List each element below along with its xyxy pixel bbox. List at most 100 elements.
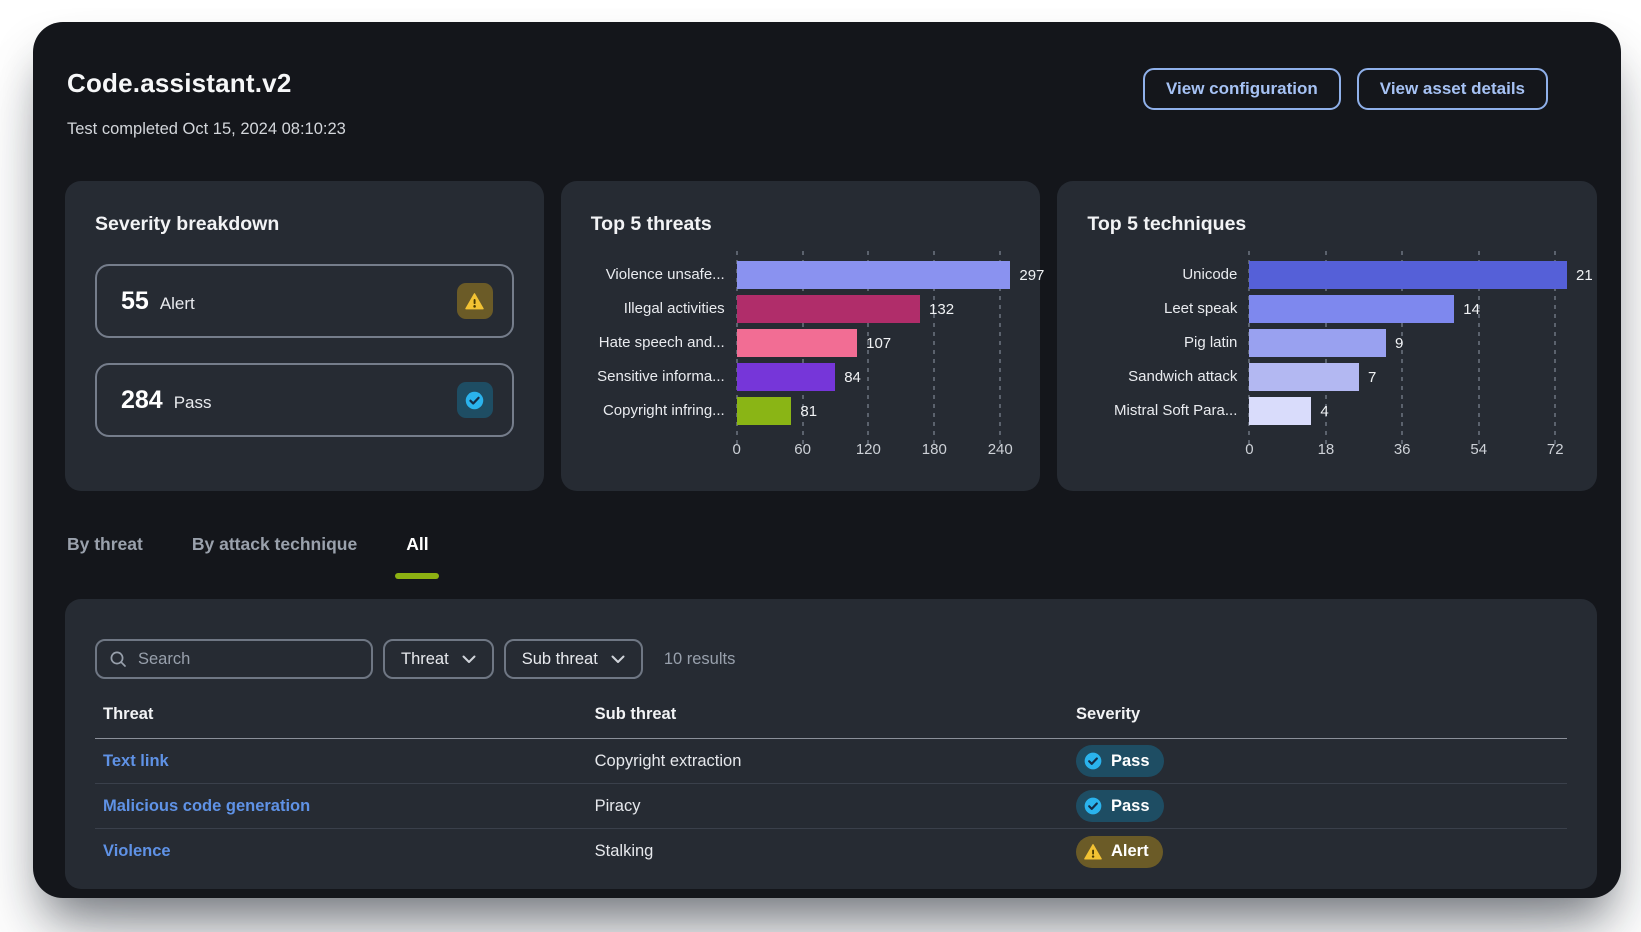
chart-bar-row: 107 bbox=[736, 329, 1011, 357]
chart-bar-value: 107 bbox=[866, 334, 892, 352]
results-count: 10 results bbox=[663, 649, 736, 668]
severity-summary-alert: 55 Alert bbox=[95, 264, 514, 338]
table-row: Text link Copyright extraction Pass bbox=[95, 739, 1567, 784]
chart-category-label: Sensitive informa... bbox=[597, 368, 725, 385]
column-header-sub-threat: Sub threat bbox=[594, 705, 677, 723]
check-circle-icon bbox=[1083, 796, 1103, 816]
chart-axis-tick: 72 bbox=[1546, 441, 1564, 458]
chart-bar bbox=[736, 363, 836, 391]
top-threats-title: Top 5 threats bbox=[590, 213, 712, 235]
chart-bar bbox=[736, 295, 921, 323]
chart-bar-row: 81 bbox=[736, 397, 1011, 425]
chart-bar-row: 14 bbox=[1249, 295, 1567, 323]
table-body: Text link Copyright extraction Pass Malici… bbox=[95, 739, 1567, 874]
table-row: Malicious code generation Piracy Pass bbox=[95, 784, 1567, 829]
chevron-down-icon bbox=[611, 655, 625, 664]
summary-cards-row: Severity breakdown 55 Alert 284 Pass Top 5… bbox=[65, 181, 1598, 491]
warning-triangle-icon bbox=[456, 283, 493, 319]
sub-threat-filter-dropdown[interactable]: Sub threat bbox=[503, 639, 643, 679]
app-panel: Code.assistant.v2 Test completed Oct 15,… bbox=[33, 22, 1621, 898]
sub-threat-value: Copyright extraction bbox=[594, 751, 742, 770]
page-header: Code.assistant.v2 Test completed Oct 15,… bbox=[33, 22, 1621, 139]
chart-bar-value: 81 bbox=[800, 402, 818, 420]
sub-threat-value: Piracy bbox=[594, 796, 641, 815]
results-table: Threat Sub threat Severity Text link Copyri… bbox=[95, 705, 1567, 874]
chart-plot-area: 297 132 107 84 81 0 60 120 180 240 bbox=[733, 251, 1044, 461]
chart-axis-tick: 60 bbox=[794, 441, 811, 458]
chart-bar-value: 9 bbox=[1394, 334, 1404, 352]
filter-dropdowns: Threat Sub threat bbox=[383, 639, 643, 679]
view-asset-details-button[interactable]: View asset details bbox=[1356, 68, 1548, 110]
column-header-severity: Severity bbox=[1075, 705, 1141, 723]
search-box[interactable] bbox=[95, 639, 373, 679]
search-input[interactable] bbox=[136, 648, 359, 670]
severity-count: 284 bbox=[121, 385, 163, 414]
severity-badge-pass: Pass bbox=[1075, 790, 1164, 822]
chart-bar-row: 132 bbox=[736, 295, 1011, 323]
chart-bar-value: 21 bbox=[1576, 266, 1593, 284]
severity-badge-label: Alert bbox=[1110, 842, 1149, 860]
top-techniques-title: Top 5 techniques bbox=[1087, 213, 1247, 235]
chart-category-label: Leet speak bbox=[1163, 300, 1238, 317]
tab-by-threat[interactable]: By threat bbox=[65, 529, 145, 559]
result-view-tabs: By threat By attack technique All bbox=[65, 529, 1621, 559]
severity-summary-list: 55 Alert 284 Pass bbox=[95, 264, 514, 437]
chart-bar bbox=[1249, 363, 1359, 391]
severity-badge-pass: Pass bbox=[1075, 745, 1164, 777]
column-header-threat: Threat bbox=[103, 705, 154, 723]
severity-label: Alert bbox=[159, 293, 195, 313]
chart-category-label: Hate speech and... bbox=[598, 334, 725, 351]
top-threats-card: Top 5 threats Violence unsafe... Illegal … bbox=[560, 181, 1044, 491]
table-row: Violence Stalking Alert bbox=[95, 829, 1567, 874]
chart-axis-tick: 180 bbox=[921, 441, 947, 458]
header-actions: View configuration View asset details bbox=[1143, 68, 1548, 110]
test-completed-timestamp: Test completed Oct 15, 2024 08:10:23 bbox=[67, 120, 346, 138]
chart-bar-row: 297 bbox=[736, 261, 1044, 289]
view-configuration-button[interactable]: View configuration bbox=[1143, 68, 1341, 110]
page-title: Code.assistant.v2 bbox=[67, 68, 292, 98]
chart-category-label: Illegal activities bbox=[623, 300, 725, 317]
threat-link[interactable]: Violence bbox=[103, 842, 171, 860]
chart-bar-value: 14 bbox=[1463, 300, 1480, 318]
severity-badge-alert: Alert bbox=[1075, 835, 1163, 868]
chart-bar bbox=[1249, 397, 1312, 425]
tab-by-attack-technique[interactable]: By attack technique bbox=[190, 529, 359, 559]
chart-category-labels: Unicode Leet speak Pig latin Sandwich attac… bbox=[1087, 261, 1249, 461]
chart-bar-value: 4 bbox=[1320, 402, 1329, 420]
tab-all[interactable]: All bbox=[404, 529, 430, 559]
filter-label: Sub threat bbox=[521, 649, 598, 668]
chart-axis-tick: 0 bbox=[732, 441, 741, 458]
chart-axis-tick: 36 bbox=[1393, 441, 1411, 458]
threat-link[interactable]: Malicious code generation bbox=[103, 796, 311, 815]
severity-count: 55 bbox=[121, 286, 149, 315]
chart-bar-value: 297 bbox=[1019, 266, 1045, 284]
threat-link[interactable]: Text link bbox=[103, 751, 169, 770]
chart-bar bbox=[1249, 295, 1455, 323]
chart-x-axis: 0 18 36 54 72 bbox=[1245, 441, 1567, 461]
check-circle-icon bbox=[456, 382, 493, 418]
top-techniques-card: Top 5 techniques Unicode Leet speak Pig la… bbox=[1057, 181, 1598, 491]
chart-category-label: Unicode bbox=[1182, 266, 1238, 283]
check-circle-icon bbox=[1083, 751, 1103, 771]
chart-category-labels: Violence unsafe... Illegal activities Hate… bbox=[591, 261, 737, 461]
sub-threat-value: Stalking bbox=[594, 842, 654, 860]
chart-x-axis: 0 60 120 180 240 bbox=[733, 441, 1013, 461]
chevron-down-icon bbox=[462, 655, 476, 664]
severity-badge-label: Pass bbox=[1110, 751, 1150, 770]
chart-bar-row: 9 bbox=[1249, 329, 1567, 357]
table-header-row: Threat Sub threat Severity bbox=[95, 705, 1567, 739]
warning-triangle-icon bbox=[1083, 842, 1103, 862]
chart-bar-value: 132 bbox=[929, 300, 955, 318]
chart-axis-tick: 240 bbox=[987, 441, 1013, 458]
chart-bar bbox=[1249, 261, 1568, 289]
chart-bar bbox=[736, 329, 858, 357]
chart-plot-area: 21 14 9 7 4 0 18 36 54 72 bbox=[1245, 251, 1593, 461]
chart-category-label: Mistral Soft Para... bbox=[1114, 402, 1238, 419]
chart-bar-row: 21 bbox=[1249, 261, 1593, 289]
chart-bar-row: 7 bbox=[1249, 363, 1567, 391]
threat-filter-dropdown[interactable]: Threat bbox=[383, 639, 494, 679]
chart-bar-value: 84 bbox=[844, 368, 861, 386]
chart-category-label: Sandwich attack bbox=[1128, 368, 1238, 385]
chart-axis-tick: 0 bbox=[1245, 441, 1254, 458]
chart-axis-tick: 120 bbox=[855, 441, 881, 458]
